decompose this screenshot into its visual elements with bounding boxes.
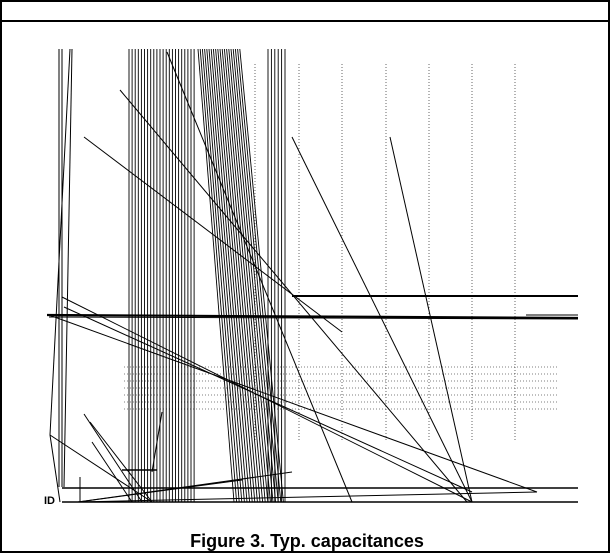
dotted-grid	[124, 64, 557, 442]
skewed-line-fan	[197, 48, 286, 503]
fan-line	[226, 48, 269, 503]
vertical-line-fan	[128, 49, 195, 502]
fan-line	[239, 48, 284, 503]
horizontal-traces	[46, 295, 579, 503]
fan-line	[206, 48, 245, 503]
fan-line	[212, 48, 253, 503]
fan-line	[219, 48, 261, 503]
fan-line	[221, 48, 264, 503]
fan-line	[230, 48, 274, 503]
fan-line	[208, 48, 248, 503]
fan-line	[215, 48, 256, 503]
fan-line	[223, 48, 266, 503]
fan-line	[232, 48, 277, 503]
fan-line	[228, 48, 271, 503]
left-boundary-lines	[49, 48, 73, 503]
header-rule	[2, 20, 610, 22]
fan-line	[197, 48, 235, 503]
fan-line	[199, 48, 238, 503]
diagonal-traces	[48, 51, 538, 503]
stray-glyph: ID	[44, 495, 55, 507]
figure-caption: Figure 3. Typ. capacitances	[190, 531, 424, 551]
fan-line	[210, 48, 251, 503]
fan-line	[217, 48, 258, 503]
fan-line	[204, 48, 243, 503]
fan-line	[201, 48, 240, 503]
